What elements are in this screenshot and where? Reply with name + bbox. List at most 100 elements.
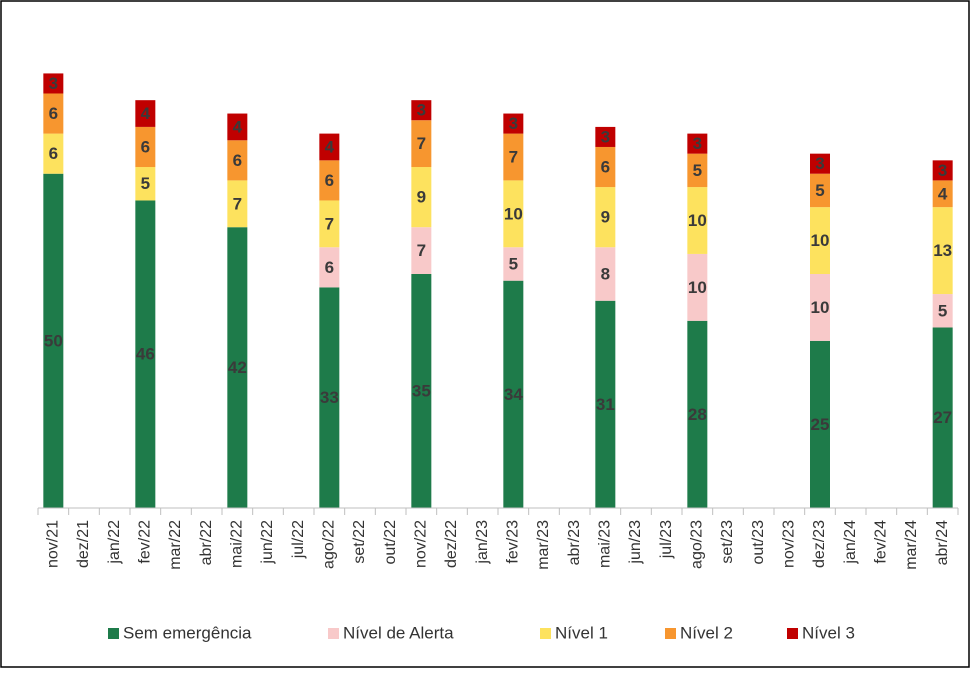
x-tick-label: set/22 [351,520,368,564]
x-tick-label: set/23 [719,520,736,564]
bar-segment [595,126,616,147]
bar-segment [932,327,953,508]
data-label: 3 [693,134,702,153]
bar-segment [687,253,708,321]
bar-segment [319,160,340,201]
bar-segment [503,280,524,508]
legend-swatch [787,628,798,639]
bar-segment [687,133,708,154]
data-label: 3 [815,154,824,173]
bar-segment [135,200,156,508]
data-label: 3 [417,101,426,120]
data-label: 25 [811,415,830,434]
x-tick-label: jul/22 [290,520,307,559]
x-tick-label: abr/22 [198,520,215,565]
x-tick-label: mar/22 [167,520,184,570]
data-label: 10 [688,211,707,230]
data-label: 7 [233,194,242,213]
data-label: 9 [417,188,426,207]
bar-segment [687,187,708,254]
bar-segment [595,187,616,248]
data-label: 7 [417,241,426,260]
bar-segment [687,153,708,188]
x-tick-label: dez/23 [811,520,828,568]
bar-segment [932,294,953,328]
data-label: 3 [509,114,518,133]
data-label: 5 [141,174,150,193]
data-label: 35 [412,381,431,400]
bar-segment [411,227,432,274]
bar-segment [319,287,340,508]
bar-segment [810,173,830,208]
data-label: 3 [601,127,610,146]
bar-segment [687,320,708,508]
data-label: 4 [233,117,243,136]
legend-label: Nível 2 [680,623,733,642]
bar-segment [595,146,616,188]
bar-segment [810,153,830,174]
data-label: 6 [601,158,610,177]
legend-swatch [328,628,339,639]
data-label: 5 [815,181,824,200]
data-label: 6 [325,258,334,277]
data-label: 6 [325,171,334,190]
data-label: 7 [417,134,426,153]
bar-segment [932,180,953,208]
legend-label: Nível 1 [555,623,608,642]
data-label: 6 [141,137,150,156]
x-tick-label: dez/22 [443,520,460,568]
bar-segment [43,173,64,508]
bar-segment [810,207,830,274]
bar-segment [227,113,248,141]
x-tick-label: jan/23 [474,520,491,565]
bar-segment [227,180,248,228]
x-tick-label: fev/24 [873,520,890,564]
data-label: 27 [933,408,952,427]
bar-segment [932,160,953,181]
legend-swatch [665,628,676,639]
data-label: 3 [49,74,58,93]
bar-segment [595,247,616,301]
data-label: 8 [601,264,610,283]
bar-segment [319,247,340,288]
data-label: 50 [44,331,63,350]
data-label: 3 [938,161,947,180]
data-label: 6 [49,144,58,163]
bar-segment [227,140,248,181]
bar-segment [411,100,432,121]
bar-segment [411,120,432,168]
data-label: 46 [136,345,155,364]
data-label: 4 [325,137,335,156]
data-label: 6 [233,151,242,170]
legend-label: Nível 3 [802,623,855,642]
data-label: 34 [504,385,523,404]
bar-segment [43,73,64,94]
bar-segment [135,100,156,127]
data-label: 33 [320,388,339,407]
bar-segment [43,93,64,134]
data-label: 5 [693,161,702,180]
x-tick-label: abr/23 [566,520,583,565]
data-label: 10 [688,278,707,297]
bar-segment [810,274,830,341]
data-label: 5 [509,254,518,273]
x-tick-label: nov/23 [781,520,798,568]
bar-segment [595,300,616,508]
x-tick-label: abr/24 [934,520,951,565]
x-tick-label: jun/23 [627,520,644,565]
data-label: 9 [601,208,610,227]
data-label: 7 [509,147,518,166]
bar-segment [227,227,248,508]
bar-segment [503,113,524,134]
legend-swatch [540,628,551,639]
bar-segment [135,167,156,201]
x-tick-label: out/23 [750,520,767,565]
legend-label: Nível de Alerta [343,623,454,642]
bar-segment [319,133,340,161]
data-label: 10 [811,298,830,317]
x-tick-label: jan/24 [842,520,859,565]
bar-segment [503,133,524,181]
x-tick-label: dez/21 [75,520,92,568]
data-label: 10 [504,204,523,223]
